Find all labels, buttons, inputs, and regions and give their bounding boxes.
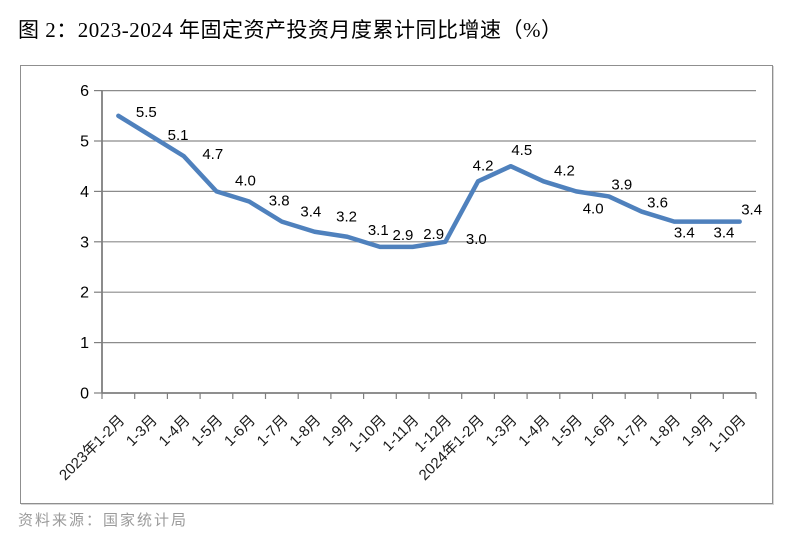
gridlines [102, 90, 756, 344]
svg-text:4: 4 [80, 184, 89, 201]
svg-text:3.0: 3.0 [466, 231, 487, 248]
svg-text:1-5月: 1-5月 [548, 412, 586, 450]
svg-text:4.5: 4.5 [511, 142, 532, 159]
axis-ticks [94, 90, 757, 399]
svg-text:5: 5 [80, 134, 89, 151]
figure-title: 图 2：2023-2024 年固定资产投资月度累计同比增速（%） [18, 18, 563, 42]
svg-text:4.0: 4.0 [235, 172, 256, 189]
svg-text:1-8月: 1-8月 [286, 412, 324, 450]
svg-text:2023年1-2月: 2023年1-2月 [56, 412, 128, 484]
svg-text:0: 0 [80, 386, 89, 403]
chart-frame: 0 1 2 3 4 5 6 2023年1-2月 1-3月 1-4月 1-5月 1-6月 1-7月 1-8月… [20, 65, 773, 504]
svg-text:1-7月: 1-7月 [254, 412, 292, 450]
svg-text:1-8月: 1-8月 [646, 412, 684, 450]
svg-text:4.2: 4.2 [473, 157, 494, 174]
svg-text:1-4月: 1-4月 [515, 412, 553, 450]
svg-text:1-5月: 1-5月 [188, 412, 226, 450]
svg-text:1-6月: 1-6月 [581, 412, 619, 450]
svg-text:3.4: 3.4 [300, 204, 321, 221]
svg-text:3.2: 3.2 [336, 209, 357, 226]
svg-text:1-10月: 1-10月 [706, 412, 750, 456]
svg-text:1-4月: 1-4月 [156, 412, 194, 450]
svg-text:3.6: 3.6 [647, 195, 668, 212]
y-axis-labels: 0 1 2 3 4 5 6 [80, 83, 89, 402]
svg-text:2.9: 2.9 [393, 227, 414, 244]
svg-text:1-6月: 1-6月 [221, 412, 259, 450]
svg-text:4.7: 4.7 [202, 146, 223, 163]
x-axis-labels: 2023年1-2月1-3月1-4月1-5月1-6月1-7月1-8月1-9月1-1… [56, 412, 749, 484]
source-note: 资料来源：国家统计局 [18, 513, 189, 529]
svg-text:3.4: 3.4 [714, 225, 735, 242]
svg-text:1-3月: 1-3月 [483, 412, 521, 450]
svg-text:1-3月: 1-3月 [123, 412, 161, 450]
svg-text:3.8: 3.8 [269, 192, 290, 209]
svg-text:6: 6 [80, 83, 89, 100]
svg-text:1-10月: 1-10月 [346, 412, 390, 456]
line-chart: 01234562023年1-2月1-3月1-4月1-5月1-6月1-7月1-8月… [56, 83, 762, 484]
svg-text:2: 2 [80, 285, 89, 302]
svg-text:4.0: 4.0 [583, 200, 604, 217]
svg-text:1-7月: 1-7月 [613, 412, 651, 450]
svg-text:3.4: 3.4 [674, 225, 695, 242]
svg-text:3.4: 3.4 [741, 202, 762, 219]
svg-text:5.5: 5.5 [136, 104, 157, 121]
svg-text:3: 3 [80, 234, 89, 251]
series-line [116, 113, 742, 250]
svg-text:3.9: 3.9 [611, 176, 632, 193]
data-labels: 5.55.14.74.03.83.4 3.23.1 2.9 2.9 3.04.24.54… [136, 104, 762, 248]
svg-text:5.1: 5.1 [168, 127, 189, 144]
svg-text:1: 1 [80, 335, 89, 352]
svg-text:2.9: 2.9 [423, 226, 444, 243]
svg-text:3.1: 3.1 [368, 222, 389, 239]
svg-text:4.2: 4.2 [554, 162, 575, 179]
